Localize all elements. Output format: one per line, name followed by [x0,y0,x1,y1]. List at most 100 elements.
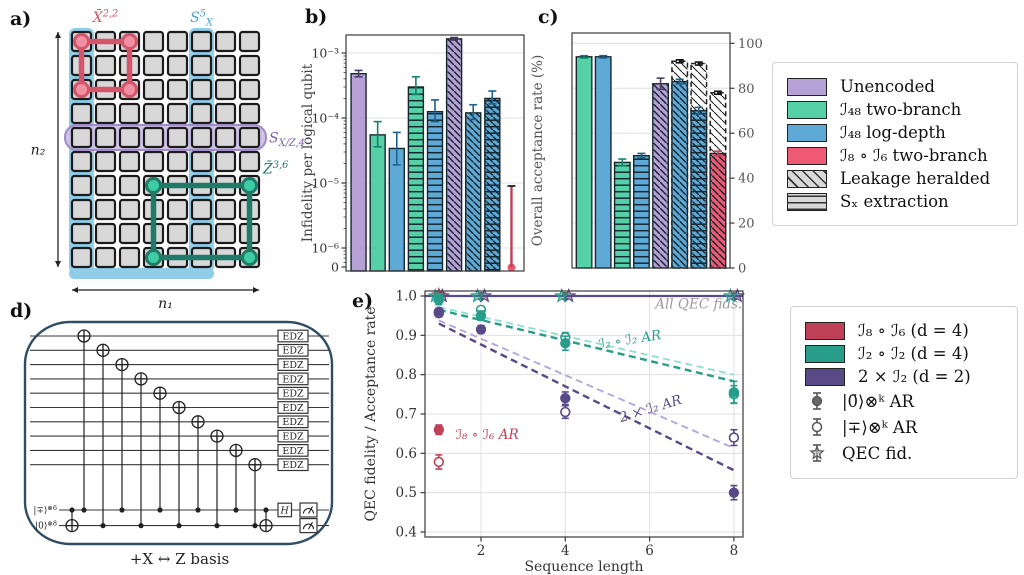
y-tick-label: 80 [738,82,755,97]
legend-item: Unencoded [787,77,1003,96]
logical-z-loop-corner-qubit [145,249,162,266]
qubit-square [70,126,93,149]
qubit-square [118,150,141,173]
qubit-square [118,126,141,149]
logical-x-loop-corner-qubit [73,81,90,98]
legend-item: ℐ₂ ∘ ℐ₂ (d = 4) [805,344,1003,363]
qubit-square [166,222,189,245]
legend-label: |0̄⟩⊗ᵏ AR [842,391,914,411]
y-tick-label: 10⁻⁵ [311,176,339,191]
n2-extent-arrow-head [55,261,61,267]
qubit-square [142,126,165,149]
legend-label: ℐ₂ ∘ ℐ₂ (d = 4) [858,344,969,363]
qubit-square [118,246,141,269]
cnot-control [138,523,144,529]
data-point-filled [433,294,445,306]
edz-gate-label: EDZ [282,417,304,428]
qubit-square [190,150,213,173]
legend-swatch-red_dark [805,321,845,340]
data-point-open [433,456,445,468]
qubit-square [214,30,237,53]
cnot-control [119,507,125,513]
qubit-square [94,126,117,149]
qubit-square [166,30,189,53]
bar [388,147,405,272]
bar-error [656,77,665,91]
logical-x-loop-corner-qubit [73,33,90,50]
annotation: ℐ₂ ∘ ℐ₂ AR [598,327,663,353]
qec-fidelity-star [554,287,570,303]
bar-error [450,36,459,41]
logical-z-loop-outline [150,182,253,261]
qubit-square [70,246,93,269]
bar-error [580,54,589,59]
qec-fidelity-star [469,287,486,303]
marker [811,421,823,433]
bar [652,83,670,269]
legend-label: Leakage heralded [840,169,991,188]
cnot-target [229,443,243,458]
y-axis-label: Overall acceptance rate (%) [530,55,546,247]
quantum-circuit-diagram: EDZ EDZ EDZ EDZ EDZ EDZ EDZ EDZ EDZ EDZ |∓⟩⊗6 |0⟩⊗8… [23,320,334,546]
legend-label: |∓⟩⊗ᵏ AR [842,417,918,437]
legend-label: ℐ₈ ∘ ℐ₆ two-branch [840,146,988,165]
panel-label-a: a) [10,8,32,30]
qubit-square [94,54,117,77]
qubit-square [118,222,141,245]
legend-scatter-chart: ℐ₈ ∘ ℐ₆ (d = 4) ℐ₂ ∘ ℐ₂ (d = 4) 2 × ℐ₂ (d … [790,306,1018,479]
edz-gate-label: EDZ [282,460,304,471]
legend-label: 2 × ℐ₂ (d = 2) [858,367,971,386]
data-point-filled [728,487,740,498]
logical-z-loop-corner-qubit [241,177,258,194]
qubit-square [214,54,237,77]
acceptance-bar-chart: 0 20 40 60 80 100 Overall acceptance rate (%) [530,32,763,277]
x-tick-label: 4 [561,543,570,559]
cnot-control [233,507,239,513]
x-axis-label: Sequence length [524,559,643,575]
edz-gate-label: EDZ [282,403,304,414]
legend-swatch-hatch-diag [787,169,827,188]
bar [465,112,482,272]
y-tick-label: 0.9 [396,328,417,344]
y-tick-label: 0 [331,260,339,275]
bar-error [637,152,646,159]
hadamard-gate [277,502,293,518]
marker [809,444,825,460]
bar [350,73,367,272]
qubit-square [142,30,165,53]
logical-x-loop-corner-qubit [121,81,138,98]
qubit-square [166,126,189,149]
qubit-square [142,150,165,173]
data-point-filled [475,310,487,321]
legend-label: ℐ₄₈ two-branch [840,100,962,119]
bar [613,161,631,269]
bar-error [599,54,608,59]
bar [671,80,689,269]
cnot-control [214,523,220,529]
qubit-square [94,174,117,197]
y-axis-label: QEC fidelity / Acceptance rate [363,306,379,521]
y-tick-label: 0 [738,262,746,277]
qubit-square [190,102,213,125]
legend-item: 2 × ℐ₂ (d = 2) [805,367,1003,386]
trend-line [438,322,735,472]
cnot-target [172,400,186,415]
panel-label-d: d) [10,300,33,322]
cnot-control [100,523,106,529]
cnot-target [248,458,262,472]
logical-z-loop-corner-qubit [241,249,258,266]
legend-item: Sₓ extraction [787,192,1003,211]
bar [484,97,501,272]
measurement-gate [299,518,318,534]
legend-label: QEC fid. [842,443,913,463]
bar-error [411,76,420,96]
edz-gate-label: EDZ [282,432,304,443]
logical-z-loop-corner-qubit [145,177,162,194]
qubit-square [70,222,93,245]
edz-gate-label: EDZ [282,389,304,400]
edz-gate-label: EDZ [282,360,304,371]
edz-gate-label: EDZ [282,331,304,342]
y-tick-label: 0.8 [396,367,417,383]
trend-line [438,308,735,383]
